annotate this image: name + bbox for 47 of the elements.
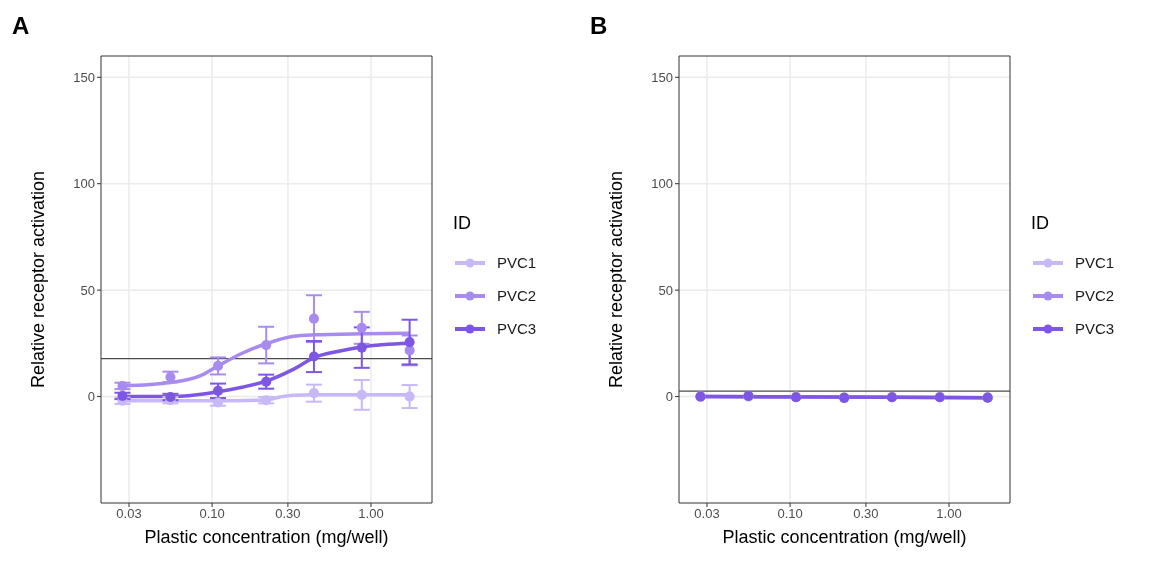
y-tick-label: 50	[658, 282, 673, 298]
x-tick-label: 0.10	[777, 506, 803, 522]
point	[212, 360, 224, 371]
chart-title: B	[590, 12, 608, 40]
y-tick-label: 50	[80, 282, 95, 298]
y-tick-label: 0	[665, 389, 673, 405]
point	[356, 389, 367, 400]
x-tick-label: 0.30	[275, 506, 301, 522]
point	[404, 391, 415, 402]
x-tick-label: 1.00	[936, 506, 962, 522]
point	[356, 342, 367, 353]
point	[404, 337, 415, 348]
point	[212, 385, 224, 396]
point	[261, 340, 272, 351]
x-axis-title: Plastic concentration (mg/well)	[144, 527, 389, 547]
point	[117, 390, 128, 401]
point	[165, 391, 176, 403]
point	[117, 380, 128, 391]
x-axis-title: Plastic concentration (mg/well)	[722, 527, 967, 547]
point	[308, 313, 319, 324]
y-axis-title: Relative receptor activation	[606, 170, 627, 389]
legend-label: PVC2	[1075, 287, 1115, 304]
y-tick-label: 0	[87, 389, 95, 405]
x-tick-label: 0.03	[116, 506, 142, 522]
y-tick-label: 150	[651, 69, 673, 85]
x-tick-label: 0.03	[694, 506, 720, 522]
legend-label: PVC2	[497, 287, 537, 304]
x-tick-label: 0.10	[199, 506, 225, 522]
point	[212, 397, 224, 408]
point	[261, 395, 272, 406]
point	[308, 351, 319, 362]
legend-label: PVC1	[1075, 254, 1115, 271]
y-tick-label: 100	[73, 176, 95, 192]
legend-title: ID	[1031, 213, 1050, 234]
point	[308, 388, 319, 399]
x-tick-label: 0.30	[853, 506, 879, 522]
y-tick-label: 150	[73, 69, 95, 85]
point	[261, 376, 272, 387]
legend-label: PVC3	[1075, 320, 1115, 337]
x-tick-label: 1.00	[358, 506, 384, 522]
legend-title: ID	[453, 213, 472, 234]
y-axis-title: Relative receptor activation	[28, 170, 49, 389]
legend-label: PVC3	[497, 320, 537, 337]
point	[356, 322, 367, 333]
chart-title: A	[12, 12, 30, 40]
y-tick-label: 100	[651, 176, 673, 192]
legend-label: PVC1	[497, 254, 537, 271]
